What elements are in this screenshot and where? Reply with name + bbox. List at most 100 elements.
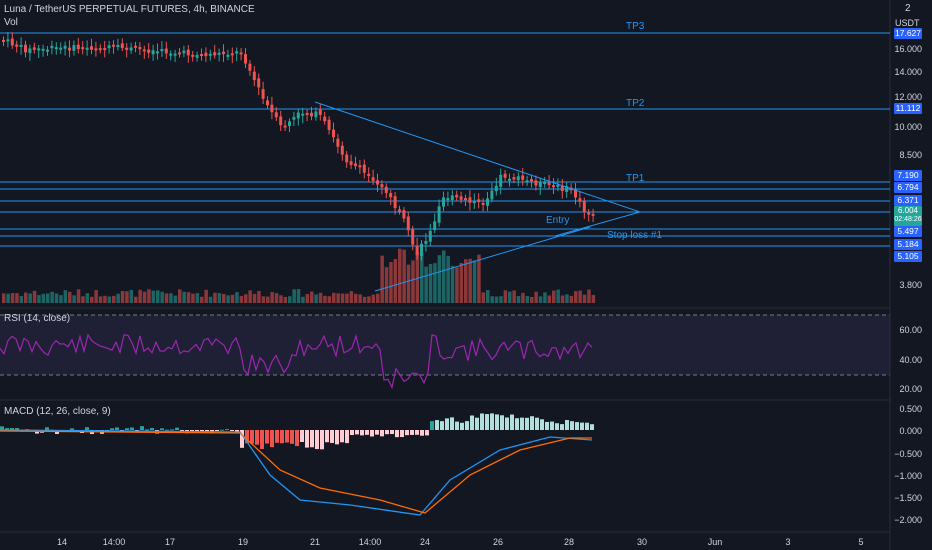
macd-histogram-bar — [145, 429, 149, 431]
candle-body — [169, 53, 173, 56]
macd-histogram-bar — [15, 428, 19, 430]
candle-body — [46, 49, 49, 52]
price-tag-stop: 5.184 — [894, 239, 922, 250]
candle-body — [442, 197, 445, 207]
candle-body — [248, 63, 252, 71]
macd-histogram-bar — [350, 430, 354, 436]
rsi-legend[interactable]: RSI (14, close) — [4, 313, 71, 324]
candle-body — [72, 45, 76, 51]
volume-bar — [389, 262, 393, 303]
volume-bar — [336, 293, 340, 303]
currency-label[interactable]: USDT — [895, 18, 920, 28]
candle-body — [582, 201, 586, 212]
volume-bar — [85, 293, 90, 303]
candle-body — [217, 52, 221, 55]
volume-bar — [274, 293, 279, 303]
volume-bar — [186, 292, 191, 303]
macd-histogram-bar — [465, 421, 469, 430]
price-axis-label: 10.000 — [894, 122, 922, 132]
volume-bar — [477, 254, 481, 303]
candle-body — [173, 53, 177, 56]
candle-body — [472, 201, 476, 204]
volume-bar — [530, 296, 534, 303]
volume-bar — [142, 291, 147, 303]
candle-body — [305, 112, 309, 115]
candle-body — [393, 196, 397, 209]
symbol-title[interactable]: Luna / TetherUS PERPETUAL FUTURES, 4h, B… — [4, 4, 255, 15]
candle-body — [340, 145, 344, 155]
macd-histogram-bar — [555, 423, 559, 430]
macd-histogram-bar — [225, 429, 229, 431]
volume-bar — [222, 293, 226, 303]
macd-legend[interactable]: MACD (12, 26, close, 9) — [4, 406, 111, 417]
macd-histogram-bar — [130, 427, 134, 430]
candle-body — [244, 54, 247, 64]
level-label-entry[interactable]: Entry — [546, 215, 570, 226]
volume-bar — [499, 296, 503, 303]
level-label-stop-loss[interactable]: Stop loss #1 — [607, 230, 663, 241]
macd-histogram-bar — [45, 427, 49, 430]
time-axis-label: 14:00 — [102, 537, 126, 547]
macd-axis-label: −1.500 — [894, 493, 922, 503]
level-label-tp1[interactable]: TP1 — [626, 173, 645, 184]
candle-body — [415, 245, 419, 256]
candle-body — [477, 199, 481, 203]
candle-body — [547, 182, 551, 186]
candle-body — [279, 116, 283, 126]
candle-body — [151, 50, 155, 55]
candle-body — [116, 45, 120, 48]
macd-line — [0, 429, 593, 516]
volume-bar — [151, 290, 156, 303]
candle-body — [411, 229, 415, 245]
volume-bar — [107, 296, 112, 303]
candle-body — [15, 44, 19, 47]
candle-body — [538, 182, 542, 188]
time-axis-label: 14:00 — [358, 537, 382, 547]
candle-body — [283, 125, 287, 128]
volume-bar — [134, 296, 138, 303]
candle-body — [239, 52, 243, 55]
volume-bar — [574, 291, 578, 303]
macd-histogram-bar — [70, 428, 74, 430]
macd-histogram-bar — [585, 422, 589, 430]
volume-bar — [433, 263, 437, 303]
time-axis-label: 14 — [56, 537, 68, 547]
volume-bar — [406, 264, 411, 303]
candle-body — [10, 38, 14, 46]
candle-body — [274, 112, 278, 118]
candle-body — [499, 174, 503, 187]
candle-body — [204, 52, 208, 57]
candle-body — [270, 104, 274, 113]
macd-histogram-bar — [245, 430, 249, 444]
candle-body — [367, 173, 371, 176]
macd-histogram-bar — [355, 430, 359, 435]
volume-bar — [376, 293, 380, 303]
candle-body — [578, 198, 582, 202]
macd-histogram-bar — [520, 417, 524, 430]
candle-body — [85, 47, 89, 50]
volume-bar — [112, 295, 116, 303]
candle-body — [182, 50, 186, 54]
candle-body — [362, 164, 366, 173]
macd-histogram-bar — [370, 430, 374, 437]
candle-body — [332, 129, 335, 138]
volume-bar — [534, 291, 538, 303]
volume-bar — [19, 296, 24, 303]
volume-bar — [486, 290, 490, 303]
macd-histogram-bar — [295, 430, 299, 447]
price-tag: 6.794 — [894, 182, 922, 193]
volume-bar — [301, 296, 305, 303]
volume-bar — [32, 290, 37, 303]
level-label-tp3[interactable]: TP3 — [626, 21, 645, 32]
macd-histogram-bar — [410, 430, 414, 435]
candle-body — [552, 185, 555, 188]
volume-bar — [195, 293, 200, 303]
volume-bar — [543, 292, 547, 303]
volume-bar — [393, 259, 398, 303]
candle-body — [486, 198, 489, 206]
volume-bar — [345, 293, 349, 303]
level-label-tp2[interactable]: TP2 — [626, 98, 645, 109]
macd-axis-label: 0.500 — [899, 404, 922, 414]
